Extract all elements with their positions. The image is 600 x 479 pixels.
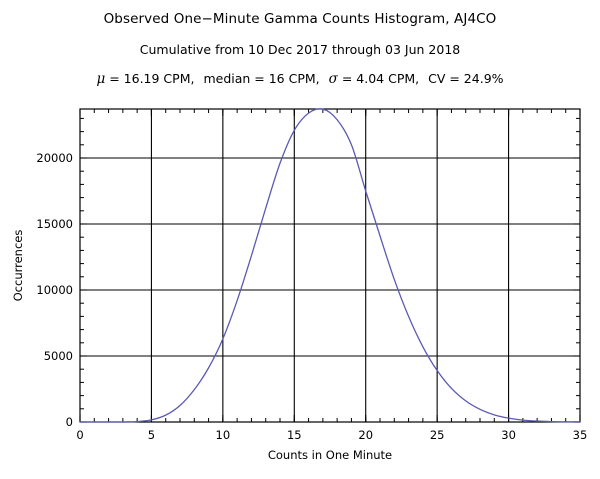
data-line-occurrences <box>79 108 581 423</box>
title-block: Observed One−Minute Gamma Counts Histogr… <box>0 0 600 87</box>
mean-value-text: = 16.19 CPM, <box>105 71 195 86</box>
x-tick-label: 0 <box>76 428 83 442</box>
x-tick-label-group: 0 5 10 15 20 25 30 35 <box>76 428 587 442</box>
gridline-group <box>80 109 580 422</box>
minor-tick-group <box>79 109 581 423</box>
chart-title: Observed One−Minute Gamma Counts Histogr… <box>103 11 497 27</box>
plot-frame-border <box>79 108 581 423</box>
median-value-text: median = 16 CPM, <box>203 71 320 86</box>
x-tick-label: 25 <box>430 428 445 442</box>
mu-symbol: μ <box>96 71 106 87</box>
sigma-symbol: σ <box>328 71 338 87</box>
x-tick-label: 30 <box>501 428 516 442</box>
x-tick-label: 35 <box>573 428 588 442</box>
chart-statistics-line: μ = 16.19 CPM, median = 16 CPM, σ = 4.04 C… <box>0 71 600 87</box>
x-tick-label: 20 <box>358 428 373 442</box>
y-axis-title: Occurrences <box>11 230 25 302</box>
chart-subtitle: Cumulative from 10 Dec 2017 through 03 J… <box>139 41 461 57</box>
y-tick-label-group: 0 5000 10000 15000 20000 <box>36 151 73 429</box>
x-axis-title: Counts in One Minute <box>268 448 392 462</box>
y-tick-label: 0 <box>66 415 73 429</box>
x-tick-label: 5 <box>148 428 155 442</box>
y-tick-label: 5000 <box>44 349 73 363</box>
y-tick-label: 10000 <box>36 283 73 297</box>
x-tick-label: 10 <box>216 428 231 442</box>
x-tick-label: 15 <box>287 428 302 442</box>
major-tick-group <box>79 109 581 423</box>
y-tick-label: 15000 <box>36 217 73 231</box>
data-series-group <box>79 108 581 423</box>
y-tick-label: 20000 <box>36 151 73 165</box>
sigma-value-text: = 4.04 CPM, <box>337 71 420 86</box>
cv-value-text: CV = 24.9% <box>428 71 504 86</box>
